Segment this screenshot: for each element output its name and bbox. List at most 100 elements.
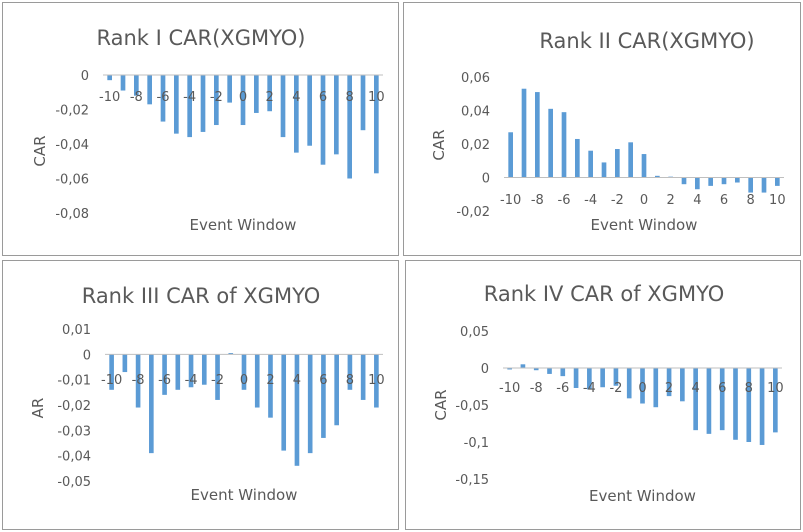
x-tick-label: -2 xyxy=(609,381,622,396)
chart-panel-rank-3: Rank III CAR of XGMYO 0,01 0 -0,01 -0,02 -0,0… xyxy=(2,260,399,530)
x-tick-label: -8 xyxy=(132,373,145,388)
bar--3 xyxy=(600,368,605,388)
bar-10 xyxy=(374,354,379,408)
bar--8 xyxy=(535,92,540,178)
x-tick-label: -10 xyxy=(499,381,520,396)
x-axis-label: Event Window xyxy=(190,216,297,234)
x-tick-label: 6 xyxy=(720,193,728,208)
y-tick-label: -0,05 xyxy=(57,475,91,490)
chart-title: Rank I CAR(XGMYO) xyxy=(96,26,305,50)
bar-6 xyxy=(321,354,326,438)
x-tick-label: -8 xyxy=(130,90,143,105)
x-tick-label: 2 xyxy=(266,90,274,105)
bar-8 xyxy=(347,354,353,390)
y-axis-label: CAR xyxy=(31,135,49,166)
bar-7 xyxy=(733,368,738,440)
bar--6 xyxy=(162,354,167,395)
x-tick-label: 8 xyxy=(346,90,354,105)
y-tick-label: -0,03 xyxy=(57,424,91,439)
y-tick-label: 0 xyxy=(482,172,490,187)
bar-1 xyxy=(254,354,260,408)
bar--2 xyxy=(613,368,619,386)
bar-6 xyxy=(320,75,326,165)
x-tick-label: -4 xyxy=(584,193,597,208)
x-tick-label: -8 xyxy=(530,381,543,396)
bar--2 xyxy=(615,149,620,178)
y-tick-label: 0 xyxy=(81,69,89,84)
bar--5 xyxy=(174,75,179,134)
x-tick-label: -2 xyxy=(611,193,624,208)
bar--4 xyxy=(588,150,593,178)
x-tick-label: 2 xyxy=(667,193,675,208)
x-tick-label: 4 xyxy=(693,193,701,208)
x-tick-label: 4 xyxy=(293,373,301,388)
x-tick-label: -10 xyxy=(500,193,521,208)
x-tick-label: 8 xyxy=(745,381,753,396)
x-tick-label: 10 xyxy=(368,90,385,105)
bar-1 xyxy=(254,75,259,113)
bar-7 xyxy=(735,177,740,183)
bar--5 xyxy=(175,354,181,390)
y-tick-label: -0,06 xyxy=(55,173,89,188)
bar--7 xyxy=(547,368,552,374)
x-tick-label: 8 xyxy=(346,373,354,388)
bar-8 xyxy=(746,368,752,442)
bar-5 xyxy=(708,177,713,186)
y-axis-label: CAR xyxy=(432,389,450,420)
chart-title: Rank II CAR(XGMYO) xyxy=(539,29,754,53)
y-tick-label: -0,1 xyxy=(464,436,489,451)
y-tick-label: -0,02 xyxy=(57,399,91,414)
bar-2 xyxy=(268,354,273,418)
bar-1 xyxy=(653,368,659,408)
bar-10 xyxy=(374,75,379,174)
bar--4 xyxy=(587,368,592,390)
bar-3 xyxy=(681,177,687,185)
x-tick-label: -4 xyxy=(583,381,596,396)
x-tick-label: -10 xyxy=(101,373,122,388)
chart-rank-2: Rank II CAR(XGMYO)0,060,040,020-0,02-10-… xyxy=(430,29,786,234)
x-tick-label: 6 xyxy=(319,90,327,105)
bar-9 xyxy=(761,177,767,193)
x-tick-label: 4 xyxy=(292,90,300,105)
x-tick-label: 0 xyxy=(240,373,248,388)
bar--6 xyxy=(560,368,566,377)
bar--6 xyxy=(160,75,166,122)
bar-2 xyxy=(666,368,672,397)
bar--5 xyxy=(573,368,579,388)
y-tick-label: -0,02 xyxy=(55,104,89,119)
x-tick-label: 0 xyxy=(640,193,648,208)
x-tick-label: -2 xyxy=(210,90,223,105)
bar--8 xyxy=(135,354,141,408)
bar--6 xyxy=(561,112,567,178)
bar--10 xyxy=(508,132,513,178)
bar-6 xyxy=(721,177,727,185)
x-tick-label: 4 xyxy=(692,381,700,396)
chart-title: Rank IV CAR of XGMYO xyxy=(484,282,725,306)
bar-4 xyxy=(294,354,300,466)
bar-5 xyxy=(307,75,312,146)
bar-9 xyxy=(759,368,765,445)
bar--7 xyxy=(147,75,152,105)
bar-2 xyxy=(267,75,272,112)
bar--10 xyxy=(507,368,512,370)
chart-rank-3: Rank III CAR of XGMYO 0,01 0 -0,01 -0,02 -0,0… xyxy=(29,284,385,504)
bar--4 xyxy=(188,354,194,388)
x-tick-label: -10 xyxy=(99,90,120,105)
bar--9 xyxy=(520,364,526,368)
bar-3 xyxy=(280,75,286,138)
x-tick-label: 0 xyxy=(638,381,646,396)
x-tick-label: -2 xyxy=(211,373,224,388)
bar-0 xyxy=(641,154,647,178)
x-tick-label: -8 xyxy=(531,193,544,208)
bar-4 xyxy=(693,368,698,431)
bar-8 xyxy=(748,177,753,193)
chart-rank-1: Rank I CAR(XGMYO) 0 -0,02 -0,04 -0,06 -0,08 -1… xyxy=(31,26,385,234)
bar-5 xyxy=(706,368,712,434)
bar--3 xyxy=(201,354,207,385)
bar-10 xyxy=(773,368,778,433)
bar-4 xyxy=(695,177,700,190)
y-tick-label: -0,15 xyxy=(455,473,489,488)
bar-0 xyxy=(640,368,645,404)
bar--7 xyxy=(548,108,553,178)
y-tick-label: -0,01 xyxy=(57,374,91,389)
